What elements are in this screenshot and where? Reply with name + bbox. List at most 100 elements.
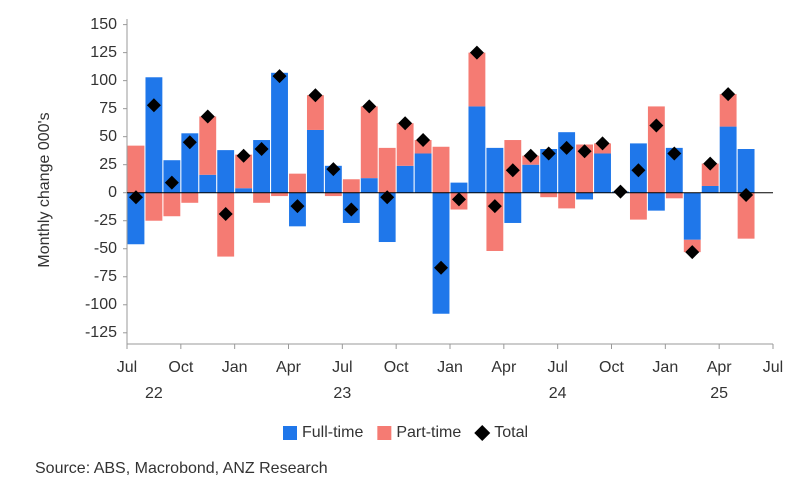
bar <box>468 52 486 107</box>
bar <box>199 116 217 175</box>
total-marker <box>631 163 646 178</box>
total-marker <box>254 142 269 156</box>
bar <box>540 192 558 198</box>
bar <box>504 192 522 223</box>
total-marker <box>416 133 431 148</box>
bar <box>737 192 755 239</box>
bar <box>719 94 737 127</box>
bar <box>324 165 342 193</box>
bar <box>360 178 378 193</box>
total-marker <box>559 140 574 155</box>
bar <box>396 165 414 193</box>
legend-label: Full-time <box>302 424 363 441</box>
bar <box>414 153 432 193</box>
x-tick-label: Oct <box>384 359 409 376</box>
legend-label: Total <box>494 424 528 441</box>
total-marker <box>434 260 449 275</box>
bar <box>378 147 396 193</box>
x-tick-label: Apr <box>707 359 733 376</box>
year-label: 24 <box>549 385 567 402</box>
bar <box>127 192 145 245</box>
x-tick-label: Jul <box>332 359 352 376</box>
y-tick-label: -50 <box>94 240 117 257</box>
bar <box>432 146 450 193</box>
bar <box>576 144 594 193</box>
y-tick-label: 0 <box>108 184 117 201</box>
bar <box>199 174 217 193</box>
total-marker <box>308 88 323 103</box>
y-tick-label: 125 <box>90 44 117 61</box>
total-marker <box>613 184 628 199</box>
y-tick-label: 25 <box>99 156 117 173</box>
legend-label: Part-time <box>396 424 461 441</box>
bar <box>235 188 253 193</box>
total-marker <box>218 207 233 221</box>
source: Source: ABS, Macrobond, ANZ Research <box>35 460 328 477</box>
bar <box>289 173 306 193</box>
bar <box>271 192 288 197</box>
total-marker <box>685 245 700 260</box>
year-label: 25 <box>710 385 728 402</box>
bar <box>665 192 683 199</box>
bar <box>253 192 271 203</box>
bar <box>253 140 271 193</box>
bar <box>594 153 611 193</box>
bar <box>181 133 199 193</box>
bar <box>701 163 719 186</box>
year-label: 22 <box>145 385 163 402</box>
total-marker <box>451 192 466 207</box>
y-tick-label: -100 <box>85 296 117 313</box>
y-tick-label: 150 <box>90 16 117 33</box>
bar <box>665 147 683 193</box>
total-marker <box>290 199 305 214</box>
bar <box>558 192 576 209</box>
year-label: 23 <box>333 385 351 402</box>
total-marker <box>739 187 754 202</box>
total-marker <box>505 163 520 178</box>
total-marker <box>703 156 718 171</box>
total-marker <box>200 109 215 124</box>
total-marker <box>164 175 179 190</box>
bar <box>647 192 665 211</box>
total-marker <box>541 146 556 161</box>
bar <box>127 145 145 193</box>
x-tick-label: Apr <box>276 359 302 376</box>
legend-swatch <box>283 426 297 440</box>
x-tick-label: Jul <box>547 359 567 376</box>
bar <box>145 192 163 221</box>
x-tick-label: Oct <box>168 359 193 376</box>
bar <box>522 164 540 193</box>
bar <box>306 129 324 193</box>
y-tick-label: 100 <box>90 72 117 89</box>
bar <box>181 192 199 203</box>
x-tick-label: Apr <box>491 359 517 376</box>
bar <box>486 147 504 193</box>
total-marker <box>146 98 161 113</box>
bar <box>235 154 253 189</box>
total-marker <box>523 148 538 163</box>
y-tick-label: 50 <box>99 128 117 145</box>
legend-swatch <box>377 426 392 440</box>
bar <box>468 106 486 193</box>
bar <box>450 182 468 193</box>
bar <box>217 150 235 193</box>
total-marker <box>362 99 377 114</box>
bar <box>217 192 235 257</box>
bar <box>576 192 594 200</box>
x-tick-label: Jul <box>117 359 137 376</box>
bar <box>540 149 558 193</box>
bar <box>701 185 719 193</box>
bar <box>737 149 755 193</box>
x-tick-label: Jan <box>222 359 248 376</box>
bar <box>396 123 414 166</box>
bar <box>629 192 647 220</box>
bar <box>324 192 342 197</box>
total-marker <box>182 135 197 150</box>
total-marker <box>721 87 736 102</box>
y-tick-label: 75 <box>99 100 117 117</box>
y-tick-label: -75 <box>94 268 117 285</box>
x-tick-label: Jan <box>652 359 678 376</box>
bar <box>378 192 396 243</box>
total-marker <box>577 144 592 159</box>
